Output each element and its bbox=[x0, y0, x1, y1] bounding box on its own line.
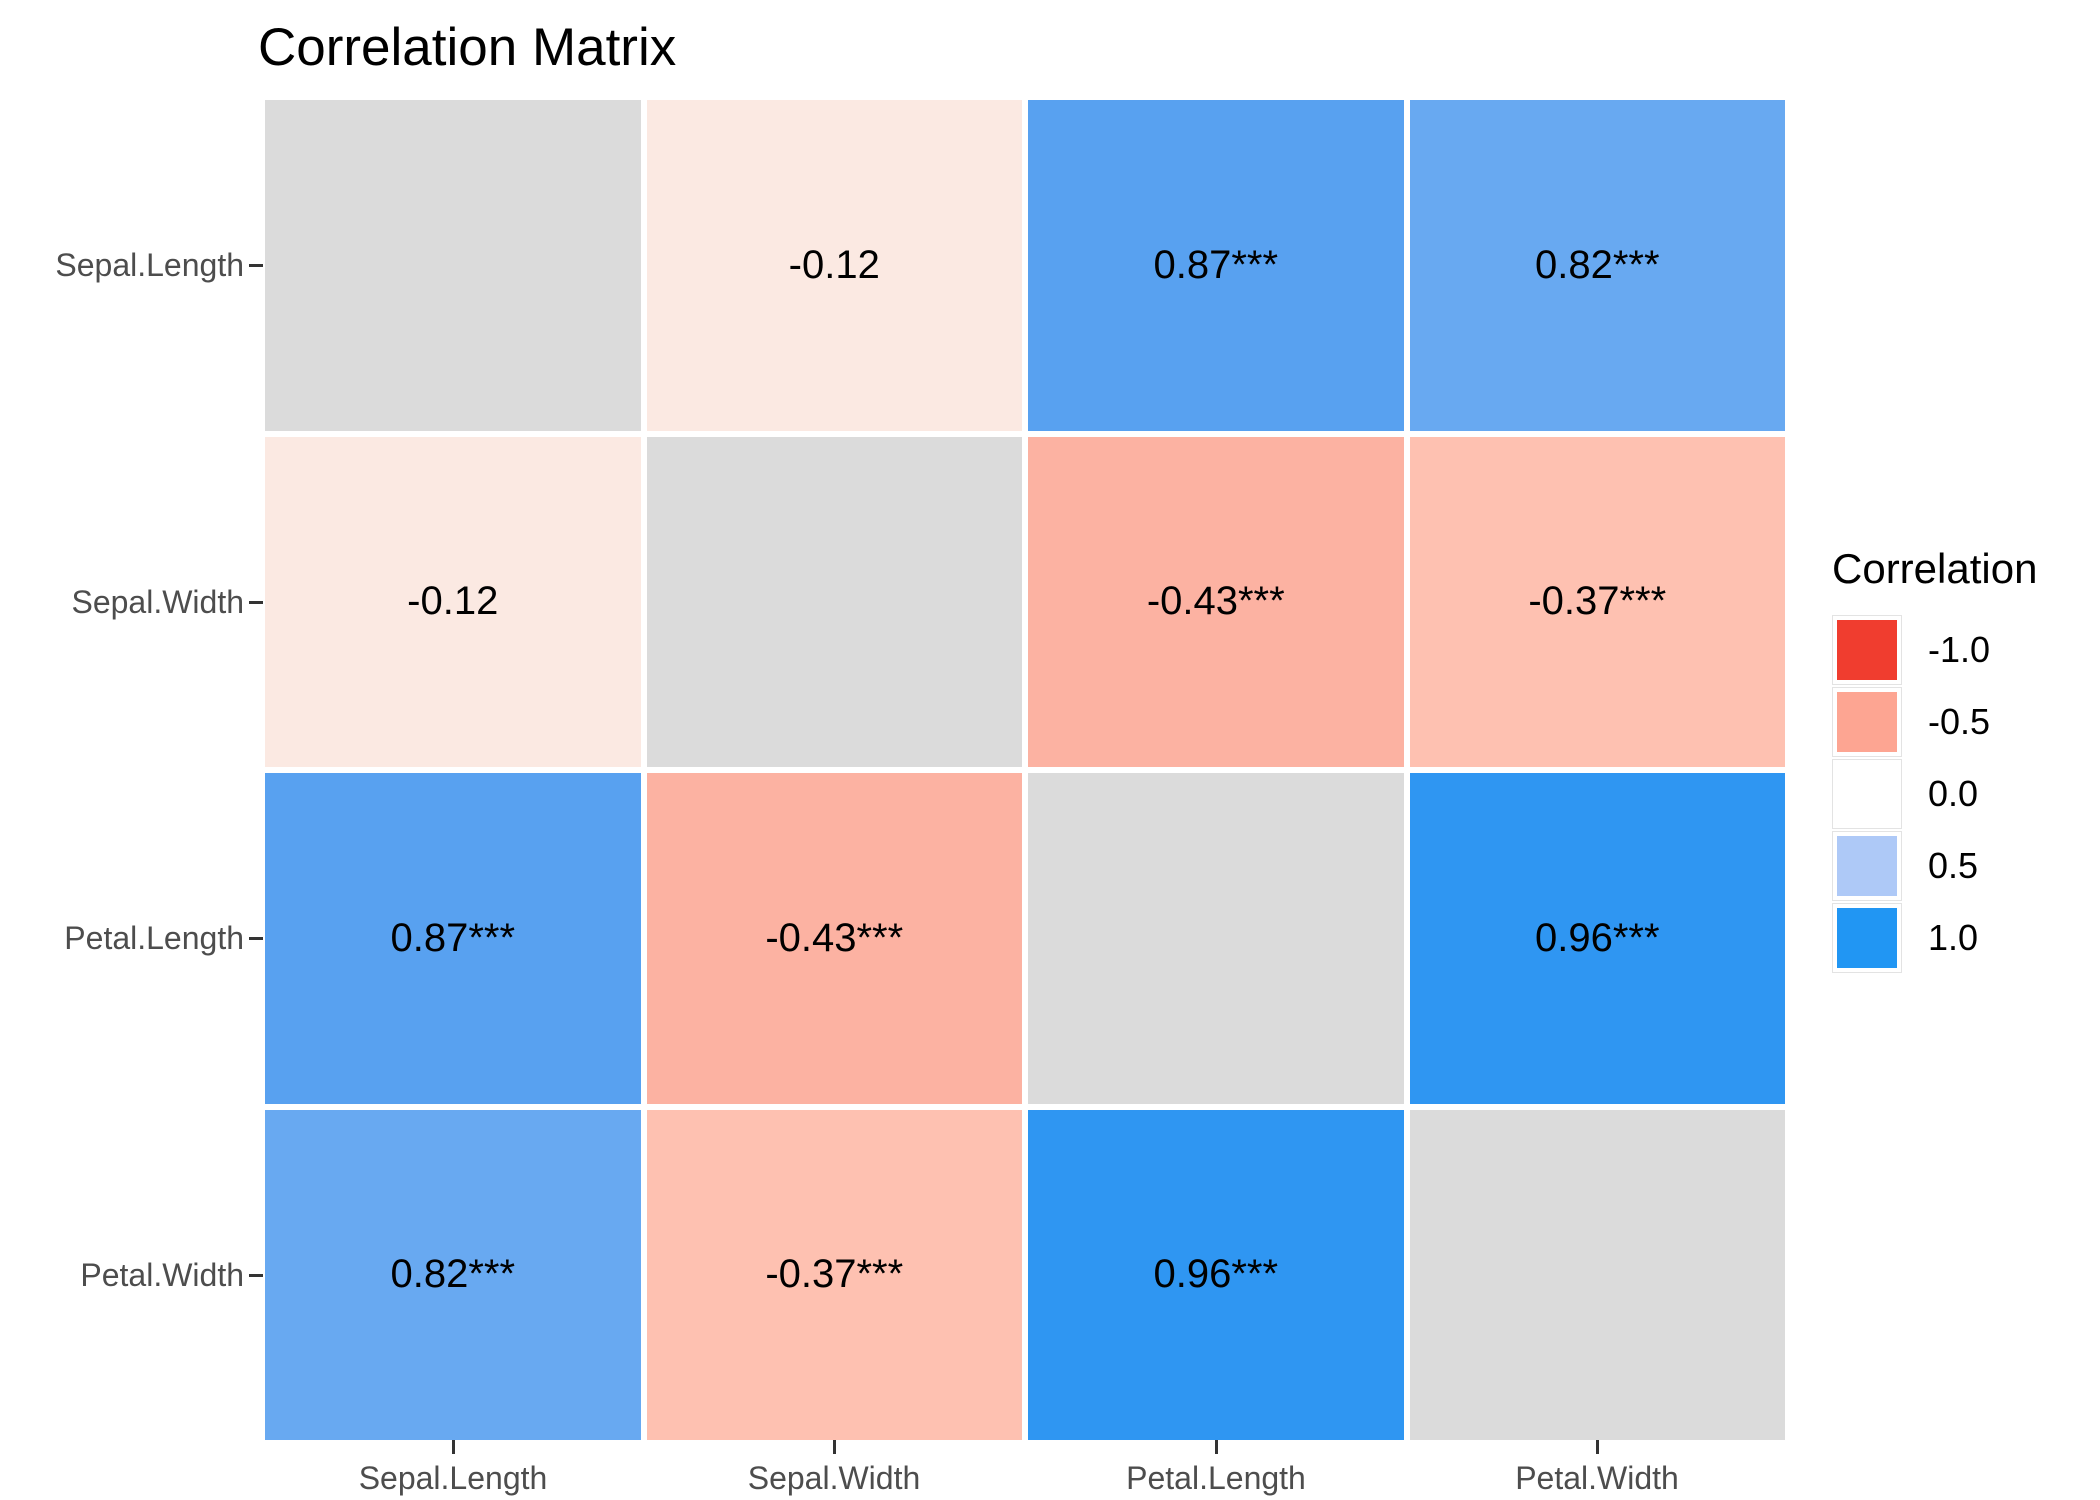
matrix-cell: 0.82*** bbox=[265, 1109, 641, 1440]
legend-label: 1.0 bbox=[1928, 917, 1979, 958]
cell-value: 0.87*** bbox=[390, 915, 516, 960]
x-axis-tick bbox=[452, 1440, 455, 1454]
matrix-cell: -0.37*** bbox=[1409, 436, 1785, 767]
legend-key bbox=[1832, 615, 1902, 685]
cell-value: -0.12 bbox=[407, 579, 499, 624]
matrix-cell: -0.43*** bbox=[1028, 436, 1404, 767]
legend-swatch bbox=[1837, 764, 1897, 824]
chart-title: Correlation Matrix bbox=[258, 18, 677, 77]
cell-value: 0.87*** bbox=[1153, 242, 1279, 287]
x-axis-label: Sepal.Length bbox=[358, 1460, 548, 1496]
x-axis-tick bbox=[833, 1440, 836, 1454]
legend-key bbox=[1832, 687, 1902, 757]
legend-key bbox=[1832, 903, 1902, 973]
matrix-cell: 0.96*** bbox=[1028, 1109, 1404, 1440]
legend: Correlation -1.0 -0.5 0.0 0.5 1.0 bbox=[1832, 545, 2037, 975]
y-axis-tick bbox=[249, 937, 263, 940]
matrix-cell: 0.87*** bbox=[1028, 100, 1404, 431]
matrix-cell: 0.82*** bbox=[1409, 100, 1785, 431]
legend-label: 0.0 bbox=[1928, 773, 1979, 814]
legend-label: -0.5 bbox=[1928, 701, 1991, 742]
legend-entry: -0.5 bbox=[1832, 687, 2037, 757]
cell-value: 0.82*** bbox=[390, 1252, 516, 1297]
legend-key bbox=[1832, 831, 1902, 901]
cell-value: 0.82*** bbox=[1534, 242, 1660, 287]
y-axis-tick bbox=[249, 1274, 263, 1277]
cell-value: -0.12 bbox=[788, 242, 880, 287]
cell-value: 0.96*** bbox=[1534, 915, 1660, 960]
x-axis-label: Petal.Width bbox=[1515, 1460, 1679, 1496]
y-axis-label: Sepal.Width bbox=[71, 584, 244, 620]
cell-value: 0.96*** bbox=[1153, 1252, 1279, 1297]
y-axis-tick bbox=[249, 264, 263, 267]
legend-entry: 1.0 bbox=[1832, 903, 2037, 973]
legend-swatch bbox=[1837, 620, 1897, 680]
cell-value: -0.43*** bbox=[765, 915, 904, 960]
matrix-cell bbox=[1409, 1109, 1785, 1440]
matrix-cell: 0.96*** bbox=[1409, 773, 1785, 1104]
y-axis-label: Petal.Length bbox=[64, 920, 244, 956]
matrix-cell bbox=[265, 100, 641, 431]
legend-swatch bbox=[1837, 836, 1897, 896]
cell-value: -0.37*** bbox=[1528, 579, 1667, 624]
y-axis-label: Sepal.Length bbox=[55, 247, 244, 283]
legend-label: 0.5 bbox=[1928, 845, 1979, 886]
legend-label: -1.0 bbox=[1928, 629, 1991, 670]
x-axis-label: Sepal.Width bbox=[747, 1460, 921, 1496]
matrix-cell bbox=[1028, 773, 1404, 1104]
matrix-cell: -0.12 bbox=[265, 436, 641, 767]
cell-value: -0.43*** bbox=[1146, 579, 1285, 624]
legend-key bbox=[1832, 759, 1902, 829]
legend-entry: 0.0 bbox=[1832, 759, 2037, 829]
matrix-cell: -0.37*** bbox=[646, 1109, 1022, 1440]
legend-entry: -1.0 bbox=[1832, 615, 2037, 685]
legend-swatch bbox=[1837, 692, 1897, 752]
matrix-cell bbox=[646, 436, 1022, 767]
heatmap-panel: -0.12 0.87*** 0.82*** -0.12 -0.43*** -0.37***… bbox=[265, 100, 1785, 1440]
y-axis-label: Petal.Width bbox=[80, 1257, 244, 1293]
x-axis-tick bbox=[1596, 1440, 1599, 1454]
legend-entries: -1.0 -0.5 0.0 0.5 1.0 bbox=[1832, 615, 2037, 973]
matrix-cell: -0.12 bbox=[646, 100, 1022, 431]
legend-entry: 0.5 bbox=[1832, 831, 2037, 901]
x-axis-tick bbox=[1215, 1440, 1218, 1454]
matrix-cell: 0.87*** bbox=[265, 773, 641, 1104]
legend-title: Correlation bbox=[1832, 545, 2038, 592]
x-axis-label: Petal.Length bbox=[1126, 1460, 1306, 1496]
cell-value: -0.37*** bbox=[765, 1252, 904, 1297]
legend-swatch bbox=[1837, 908, 1897, 968]
matrix-cell: -0.43*** bbox=[646, 773, 1022, 1104]
y-axis-tick bbox=[249, 601, 263, 604]
